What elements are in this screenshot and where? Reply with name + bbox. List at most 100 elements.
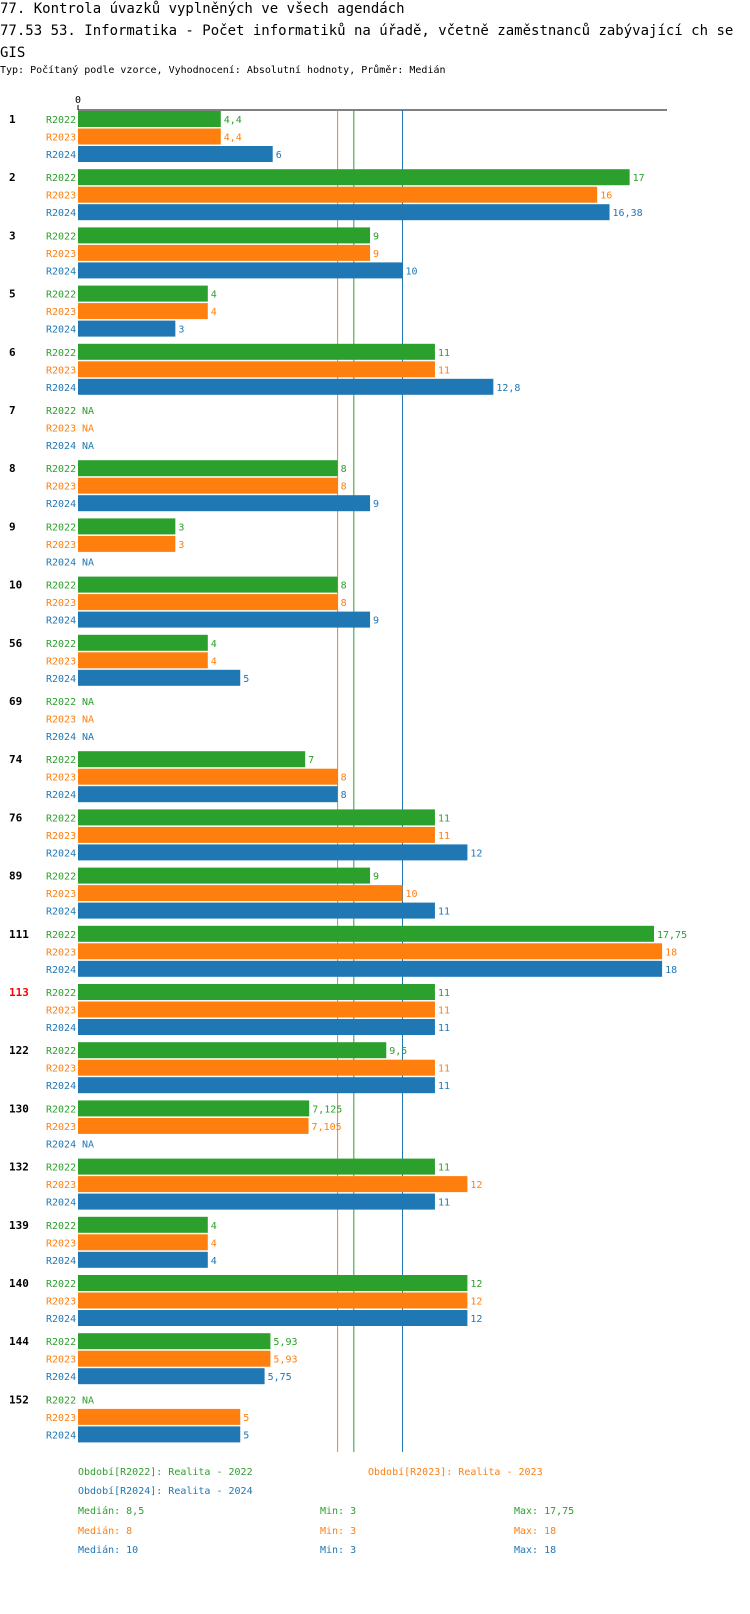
data-label: 12 bbox=[470, 1297, 482, 1308]
chart-subtitle: 77.53 53. Informatika - Počet informatik… bbox=[0, 23, 734, 61]
stat-min-r2024: Min: 3 bbox=[320, 1545, 357, 1556]
series-label: R2023 bbox=[46, 1238, 76, 1249]
bar-r2024 bbox=[78, 1368, 265, 1385]
data-label: 8 bbox=[341, 464, 347, 475]
data-label: 4 bbox=[211, 307, 217, 318]
category-label: 1 bbox=[9, 113, 16, 126]
data-label: 4 bbox=[211, 1221, 217, 1232]
bar-r2022 bbox=[78, 809, 435, 826]
legend-r2024: Období[R2024]: Realita - 2024 bbox=[78, 1486, 253, 1497]
series-label: R2022 bbox=[46, 755, 76, 766]
series-label: R2023 bbox=[46, 307, 76, 318]
bar-r2024 bbox=[78, 844, 468, 861]
bar-r2024 bbox=[78, 204, 610, 221]
series-label: R2024 bbox=[46, 1256, 76, 1267]
series-label: R2024 bbox=[46, 208, 76, 219]
stat-median-r2023: Medián: 8 bbox=[78, 1526, 133, 1537]
bar-r2022 bbox=[78, 1216, 208, 1233]
bar-r2024 bbox=[78, 1310, 468, 1326]
data-label: 18 bbox=[665, 965, 677, 976]
bar-r2023 bbox=[78, 885, 403, 902]
series-label: R2022 bbox=[46, 1221, 76, 1232]
category-label: 6 bbox=[9, 346, 16, 359]
series-label: R2023 bbox=[46, 656, 76, 667]
data-label: 9 bbox=[373, 231, 379, 242]
series-label: R2023 bbox=[46, 947, 76, 958]
data-label: 11 bbox=[438, 1163, 450, 1174]
data-label: NA bbox=[82, 715, 94, 726]
data-label: 7 bbox=[308, 755, 314, 766]
data-label: 8 bbox=[341, 581, 347, 592]
bar-r2024 bbox=[78, 378, 494, 395]
series-label: R2022 bbox=[46, 639, 76, 650]
data-label: 5,93 bbox=[273, 1337, 297, 1348]
bar-r2024 bbox=[78, 1019, 435, 1035]
series-label: R2022 bbox=[46, 697, 76, 708]
data-label: NA bbox=[82, 424, 94, 435]
bar-r2022 bbox=[78, 1275, 468, 1291]
series-label: R2022 bbox=[46, 406, 76, 417]
bar-r2024 bbox=[78, 1251, 208, 1268]
data-label: NA bbox=[82, 406, 94, 417]
data-label: 10 bbox=[406, 889, 418, 900]
data-label: 9 bbox=[373, 872, 379, 883]
series-label: R2024 bbox=[46, 965, 76, 976]
bar-r2024 bbox=[78, 960, 663, 977]
data-label: 18 bbox=[665, 947, 677, 958]
series-label: R2023 bbox=[46, 598, 76, 609]
bar-r2024 bbox=[78, 786, 338, 803]
series-label: R2023 bbox=[46, 249, 76, 260]
category-label: 144 bbox=[9, 1335, 29, 1348]
bar-r2022 bbox=[78, 576, 338, 593]
data-label: 3 bbox=[178, 325, 184, 336]
series-label: R2023 bbox=[46, 365, 76, 376]
bar-r2024 bbox=[78, 1077, 435, 1094]
category-label: 10 bbox=[9, 579, 22, 592]
series-label: R2024 bbox=[46, 1372, 76, 1383]
series-label: R2024 bbox=[46, 616, 76, 627]
bar-r2023 bbox=[78, 1292, 468, 1309]
legend-r2023: Období[R2023]: Realita - 2023 bbox=[368, 1467, 543, 1478]
category-label: 5 bbox=[9, 288, 16, 301]
data-label: 12 bbox=[470, 1314, 482, 1325]
category-label: 111 bbox=[9, 928, 29, 941]
bar-r2022 bbox=[78, 343, 435, 360]
series-label: R2022 bbox=[46, 813, 76, 824]
data-label: 17 bbox=[633, 173, 645, 184]
bar-r2024 bbox=[78, 495, 371, 512]
data-label: 11 bbox=[438, 988, 450, 999]
series-label: R2023 bbox=[46, 773, 76, 784]
category-label: 140 bbox=[9, 1277, 29, 1290]
bar-r2022 bbox=[78, 1158, 435, 1175]
data-label: 10 bbox=[406, 266, 418, 277]
series-label: R2024 bbox=[46, 674, 76, 685]
data-label: 9 bbox=[373, 499, 379, 510]
series-label: R2024 bbox=[46, 325, 76, 336]
data-label: 11 bbox=[438, 365, 450, 376]
series-label: R2023 bbox=[46, 889, 76, 900]
series-label: R2022 bbox=[46, 930, 76, 941]
data-label: 11 bbox=[438, 1081, 450, 1092]
data-label: 3 bbox=[178, 522, 184, 533]
series-label: R2024 bbox=[46, 1198, 76, 1209]
series-label: R2024 bbox=[46, 1081, 76, 1092]
series-label: R2023 bbox=[46, 1006, 76, 1017]
data-label: 4 bbox=[211, 639, 217, 650]
category-label: 132 bbox=[9, 1161, 29, 1174]
series-label: R2022 bbox=[46, 1395, 76, 1406]
bar-r2022 bbox=[78, 111, 221, 127]
stat-median-r2024: Medián: 10 bbox=[78, 1545, 139, 1556]
data-label: 4,4 bbox=[224, 115, 242, 126]
data-label: 12 bbox=[470, 1180, 482, 1191]
bar-r2023 bbox=[78, 535, 176, 552]
category-label: 89 bbox=[9, 870, 22, 883]
series-label: R2022 bbox=[46, 348, 76, 359]
legend-r2022: Období[R2022]: Realita - 2022 bbox=[78, 1467, 253, 1478]
stat-min-r2022: Min: 3 bbox=[320, 1506, 357, 1517]
data-label: 5,75 bbox=[268, 1372, 292, 1383]
data-label: 4 bbox=[211, 1238, 217, 1249]
data-label: 11 bbox=[438, 1006, 450, 1017]
series-label: R2023 bbox=[46, 1413, 76, 1424]
bar-r2023 bbox=[78, 594, 338, 611]
series-label: R2022 bbox=[46, 115, 76, 126]
